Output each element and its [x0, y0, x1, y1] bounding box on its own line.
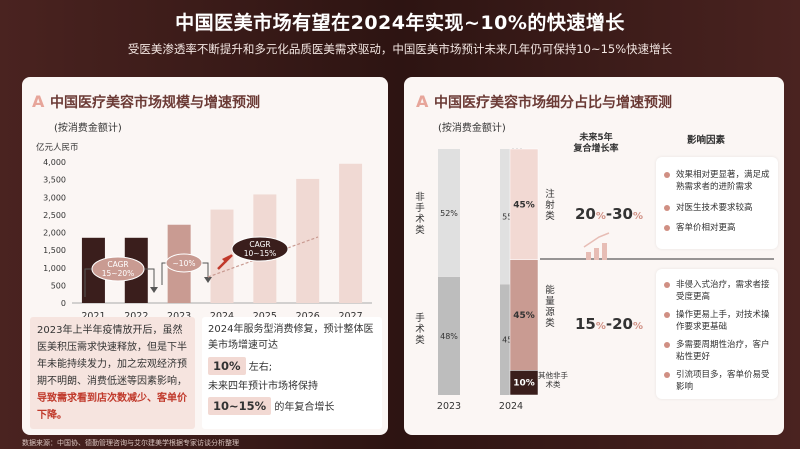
bar-2024: [210, 209, 234, 303]
cagr-3-line1: CAGR: [249, 240, 270, 249]
right-text-box: 2024年服务型消费修复，预计整体医美市场增速可达 10% 左右; 未来四年预计…: [202, 317, 382, 429]
right-panel-title: A 中国医疗美容市场细分占比与增速预测: [416, 92, 672, 111]
page-subtitle: 受医美渗透率不断提升和多元化品质医美需求驱动，中国医美市场预计未来几年仍可保持1…: [127, 42, 673, 56]
breakdown-0: [509, 148, 539, 260]
x-tick-label: 2026: [296, 311, 320, 322]
breakdown-label-0: 45%: [513, 200, 535, 210]
right-text-after2: 的年复合增长: [274, 402, 335, 413]
breakdown-label-1: 45%: [513, 311, 535, 321]
segment-label-other: 其他非手术类: [538, 371, 568, 389]
x-tick-label: 2024: [210, 311, 234, 322]
y-tick-label: 2,500: [43, 211, 66, 220]
source-note: 数据来源：中国协、德勤管理咨询与艾尔建美学根据专家访谈分析整理: [22, 439, 239, 447]
factor-energy-4: 引流项目多，客单价易受影响: [664, 369, 774, 393]
cagr-1-line2: 15~20%: [102, 269, 135, 278]
cagr-1-line1: CAGR: [107, 260, 128, 269]
factors-card-energy: 非侵入式治疗，需求者接受度更高 操作更易上手，对技术操作要求更基础 多需要周期性…: [656, 269, 778, 399]
left-text-highlight: 导致需求看到店次数减少、客单价下降。: [37, 393, 187, 421]
cagr-annotation-2: ~10%: [161, 253, 212, 285]
y-axis-label: 亿元人民币: [36, 142, 79, 153]
factor-injection-2: 对医生技术要求较高: [664, 202, 774, 214]
right-text-line1: 2024年服务型消费修复，预计整体医美市场增速可达: [208, 324, 374, 351]
breakdown-label-2: 10%: [513, 379, 535, 389]
y-tick-label: 0: [61, 299, 66, 308]
y-tick-label: 500: [51, 281, 66, 290]
left-text-box: 2023年上半年疫情放开后，虽然医美积压需求快速释放，但是下半年未能持续发力，加…: [30, 317, 195, 429]
label-nonsurgical-2023: 52%: [440, 209, 458, 218]
market-size-panel: A 中国医疗美容市场规模与增速预测 (按消费金额计) 亿元人民币 0 500 1,00…: [22, 77, 388, 435]
x-tick-label: 2023: [437, 401, 461, 412]
y-tick-label: 3,000: [43, 193, 66, 202]
cagr-3-line2: 10~15%: [244, 249, 277, 258]
y-tick-label: 2,000: [43, 229, 66, 238]
right-text-after1: 左右;: [248, 362, 273, 373]
right-text-line2: 未来四年预计市场将保持: [208, 381, 318, 392]
factor-energy-3: 多需要周期性治疗，客户粘性更好: [664, 339, 774, 363]
x-tick-label: 2025: [253, 311, 277, 322]
cagr-energy: 15%-20%: [574, 315, 644, 333]
y-tick-label: 1,000: [43, 264, 66, 273]
growth-pill-1: 10%: [208, 357, 246, 375]
x-tick-label: 2021: [81, 311, 105, 322]
group-label-surgical: 手术类: [415, 313, 425, 346]
factor-injection-3: 客单价相对更高: [664, 222, 774, 234]
factor-injection-1: 效果相对更显著，满足成熟需求者的进阶需求: [664, 169, 774, 193]
x-tick-label: 2024: [499, 401, 523, 412]
header-cagr: 未来5年 复合增长率: [573, 133, 619, 154]
factors-card-injection: 效果相对更显著，满足成熟需求者的进阶需求 对医生技术要求较高 客单价相对更高: [656, 157, 778, 249]
factor-energy-1: 非侵入式治疗，需求者接受度更高: [664, 279, 774, 303]
header-factors: 影响因素: [686, 135, 725, 146]
bar-surgical-2023: [438, 276, 460, 395]
x-tick-label: 2023: [167, 311, 191, 322]
factor-energy-2: 操作更易上手，对技术操作要求更基础: [664, 309, 774, 333]
segment-label-energy: 能量源类: [545, 285, 555, 329]
breakdown-2: [509, 370, 539, 396]
left-panel-note: (按消费金额计): [54, 123, 122, 134]
x-tick-label: 2027: [338, 311, 362, 322]
page-title: 中国医美市场有望在2024年实现~10%的快速增长: [175, 12, 625, 34]
group-label-nonsurgical: 非手术类: [415, 192, 425, 236]
left-text-part1: 2023年上半年疫情放开后，虽然医美积压需求快速释放，但是下半年未能持续发力，加…: [37, 325, 187, 387]
bar-2027: [339, 163, 363, 303]
cagr-injection: 20%-30%: [574, 205, 644, 223]
bar-nonsurgical-2023: [438, 149, 460, 277]
x-tick-label: 2022: [124, 311, 148, 322]
cagr-2-label: ~10%: [173, 259, 196, 268]
cagr-annotation-1: CAGR 15~20%: [84, 256, 158, 297]
brand-logo-icon: A: [32, 92, 45, 111]
y-tick-label: 1,500: [43, 246, 66, 255]
label-surgical-2023: 48%: [440, 332, 458, 341]
growth-pill-2: 10~15%: [208, 397, 272, 415]
y-tick-label: 4,000: [43, 158, 66, 167]
cagr-annotation-3: CAGR 10~15%: [207, 236, 319, 278]
left-panel-title: A 中国医疗美容市场规模与增速预测: [32, 92, 260, 111]
segment-label-injection: 注射类: [545, 189, 555, 222]
right-panel-note: (按消费金额计): [438, 123, 506, 134]
brand-logo-icon-2: A: [416, 92, 429, 111]
y-tick-label: 3,500: [43, 176, 66, 185]
growth-icon: [583, 232, 610, 260]
market-size-bar-chart: 亿元人民币 0 500 1,000 1,500 2,000 2,500 3,000 3,500…: [36, 142, 372, 322]
